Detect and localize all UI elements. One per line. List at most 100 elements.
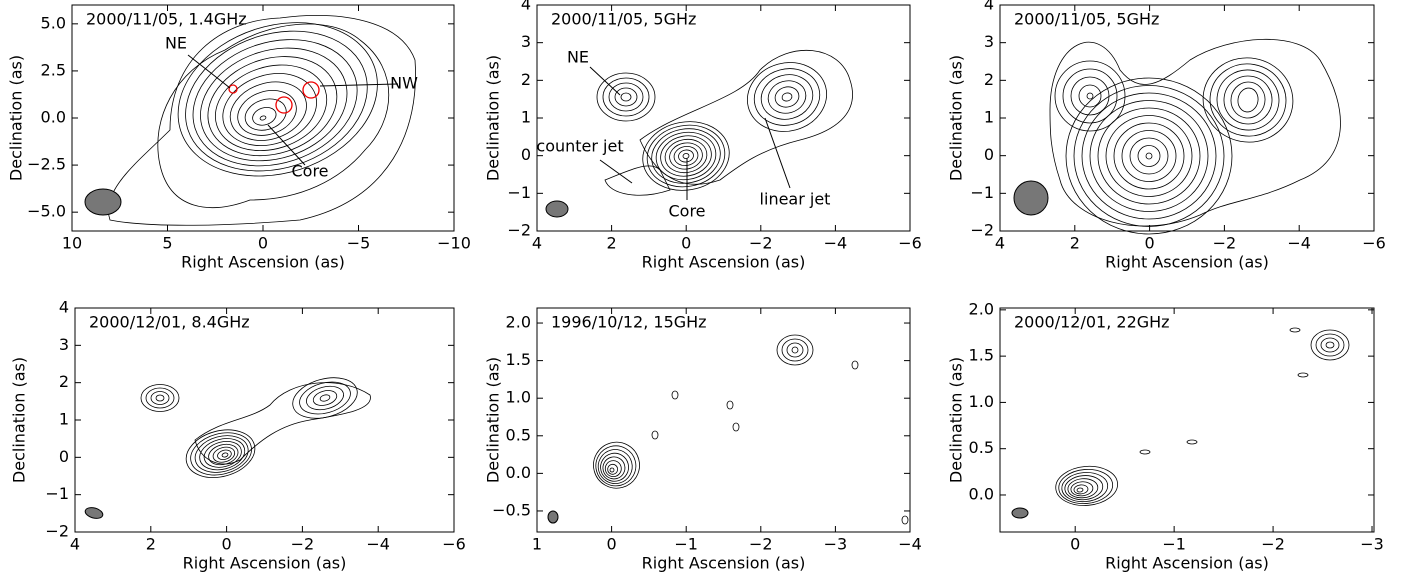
x-tick-label: −4 bbox=[1287, 234, 1311, 253]
contour bbox=[1061, 472, 1109, 503]
contour bbox=[604, 165, 671, 196]
annotation-leader bbox=[187, 54, 231, 89]
x-axis-label: Right Ascension (as) bbox=[181, 253, 345, 272]
contour bbox=[673, 146, 699, 166]
plot-frame bbox=[74, 307, 455, 533]
annotation-leader bbox=[599, 159, 633, 184]
y-tick-label: 0.0 bbox=[41, 108, 66, 127]
contour bbox=[607, 463, 619, 475]
y-tick-label: −2 bbox=[507, 221, 531, 240]
contour bbox=[185, 30, 368, 172]
contour bbox=[901, 515, 909, 525]
contour bbox=[776, 334, 814, 366]
x-tick-label: 4 bbox=[995, 234, 1005, 253]
contour bbox=[1202, 57, 1294, 143]
contour bbox=[221, 452, 229, 458]
plot-frame bbox=[999, 4, 1375, 232]
y-tick-label: 0 bbox=[59, 447, 69, 466]
contour bbox=[595, 445, 637, 487]
annotation: Core bbox=[291, 162, 328, 181]
annotation-leader bbox=[319, 83, 399, 87]
y-axis-label: Declination (as) bbox=[7, 55, 26, 181]
y-tick-label: −1 bbox=[45, 484, 69, 503]
contour bbox=[655, 131, 717, 181]
y-tick-label: −2.5 bbox=[27, 155, 66, 174]
y-tick-label: 1 bbox=[521, 108, 531, 127]
y-tick-label: −1 bbox=[970, 183, 994, 202]
contour bbox=[791, 346, 799, 354]
annotation: counter jet bbox=[536, 137, 623, 156]
contour bbox=[1086, 92, 1094, 100]
contour bbox=[177, 22, 378, 177]
contour bbox=[190, 432, 252, 476]
contour bbox=[1067, 478, 1099, 499]
contour bbox=[593, 441, 640, 489]
y-tick-label: −0.5 bbox=[492, 500, 531, 519]
contour bbox=[1105, 115, 1193, 197]
plot-frame bbox=[999, 307, 1375, 533]
contour bbox=[597, 449, 633, 484]
y-tick-label: 1 bbox=[984, 108, 994, 127]
contour bbox=[319, 394, 331, 402]
panel-title: 2000/11/05, 5GHz bbox=[551, 10, 696, 29]
y-tick-label: 3 bbox=[984, 32, 994, 51]
contour bbox=[639, 49, 853, 185]
region-marker bbox=[302, 81, 320, 99]
contour bbox=[312, 390, 338, 406]
contour bbox=[1325, 341, 1335, 349]
x-tick-label: 10 bbox=[62, 234, 82, 253]
contour bbox=[306, 385, 344, 411]
x-tick-label: 2 bbox=[146, 535, 156, 554]
y-tick-label: −1 bbox=[507, 183, 531, 202]
x-tick-label: 0 bbox=[222, 535, 232, 554]
y-tick-label: 4 bbox=[984, 0, 994, 14]
x-tick-label: −2 bbox=[749, 535, 773, 554]
contour bbox=[157, 23, 390, 208]
region-marker bbox=[228, 84, 238, 94]
y-tick-label: 0.0 bbox=[506, 463, 531, 482]
x-tick-label: −3 bbox=[824, 535, 848, 554]
panel: 1 0 −1 −2 −3 −4 −0.5 0.0 0.5 1.0 1.5 2.0 Right Ascen… bbox=[484, 307, 922, 573]
contour bbox=[651, 430, 659, 440]
contour bbox=[669, 142, 703, 170]
contour bbox=[596, 72, 656, 122]
panel: 10 5 0 −5 −10 −5.0 −2.5 0.0 2.5 5.0 Right Ascensio… bbox=[7, 4, 471, 272]
y-tick-label: 2.5 bbox=[41, 60, 66, 79]
panel: 4 2 0 −2 −4 −6 −2 −1 0 1 2 3 4 Right Ascension (as) De… bbox=[10, 298, 466, 573]
x-tick-label: 0 bbox=[1070, 535, 1080, 554]
contour bbox=[746, 62, 828, 132]
contour bbox=[194, 435, 249, 473]
contour bbox=[781, 92, 793, 102]
y-tick-label: 4 bbox=[521, 0, 531, 14]
y-tick-label: 2 bbox=[59, 372, 69, 391]
x-tick-label: 0 bbox=[1145, 234, 1155, 253]
contour bbox=[1209, 63, 1287, 137]
contour bbox=[299, 381, 351, 415]
contour bbox=[200, 47, 348, 162]
contour bbox=[150, 391, 170, 405]
x-tick-label: −6 bbox=[1362, 234, 1386, 253]
plot-frame bbox=[536, 307, 911, 533]
beam bbox=[1013, 180, 1049, 216]
y-tick-label: −2 bbox=[970, 221, 994, 240]
panel: 4 2 0 −2 −4 −6 −2 −1 0 1 2 3 4 Right Ascension (as) De… bbox=[947, 0, 1386, 272]
contour bbox=[259, 115, 267, 121]
contour bbox=[642, 121, 730, 191]
region-marker bbox=[275, 96, 293, 114]
x-tick-label: −1 bbox=[674, 535, 698, 554]
y-axis-label: Declination (as) bbox=[947, 357, 966, 483]
contour bbox=[781, 338, 809, 362]
y-tick-label: 1.5 bbox=[506, 350, 531, 369]
contour bbox=[1223, 75, 1273, 125]
panel: 0 −1 −2 −3 0.0 0.5 1.0 1.5 2.0 Right Ascension (a… bbox=[947, 299, 1384, 572]
x-tick-label: −4 bbox=[824, 234, 848, 253]
contour bbox=[651, 128, 721, 184]
contour bbox=[1139, 449, 1151, 455]
contour bbox=[244, 98, 287, 131]
x-tick-label: 0 bbox=[607, 535, 617, 554]
contour bbox=[252, 107, 277, 126]
contour bbox=[1289, 327, 1301, 333]
annotation-leader bbox=[589, 66, 621, 96]
contour bbox=[1113, 122, 1185, 190]
